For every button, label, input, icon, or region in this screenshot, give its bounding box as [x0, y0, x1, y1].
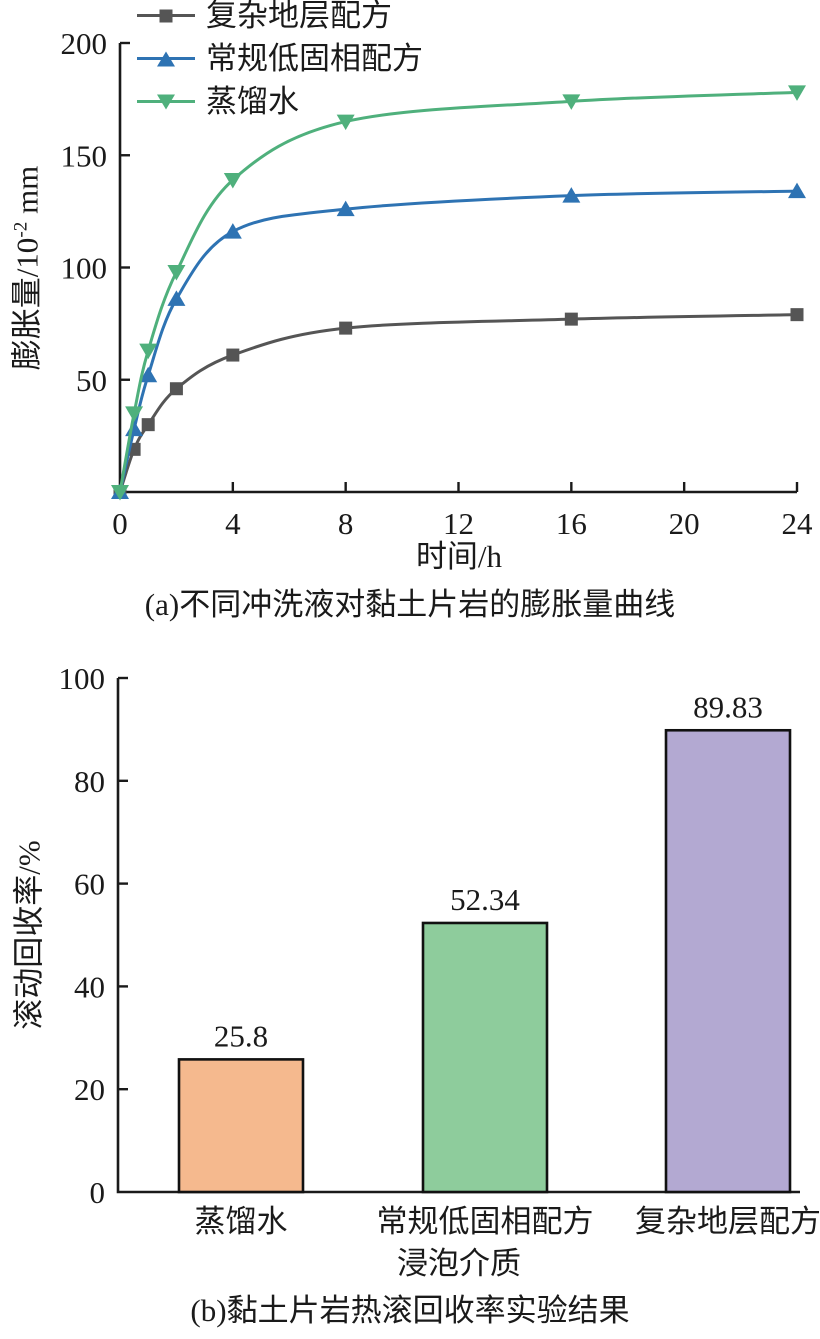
triangle-up-marker-icon: [157, 51, 175, 66]
bar-0-value-label: 25.8: [214, 1018, 268, 1053]
y-axis-title: 膨胀量/10-2 mm: [9, 165, 45, 371]
recovery-bar-chart: 0 20 40 60 80 100 25.8 蒸馏水 52.34 常规低固相配方 89.83 复杂地层…: [0, 660, 820, 1339]
series-2-marker: [336, 114, 355, 131]
y-axis-title-exponent: -2: [10, 221, 32, 238]
series-1-marker: [139, 366, 158, 383]
legend-item-distilled-water: 蒸馏水: [137, 80, 423, 123]
series-0-marker: [339, 321, 353, 335]
bar-0: [177, 1058, 305, 1194]
legend-label: 复杂地层配方: [206, 0, 392, 33]
series-2-line: [118, 90, 799, 494]
bar-2: [664, 728, 792, 1194]
legend-line-swatch: [137, 94, 195, 109]
axis-lines: [116, 678, 800, 1194]
y-axis-title: 滚动回收率/%: [11, 840, 47, 1030]
x-axis-title: 时间/h: [415, 539, 503, 574]
series-1-marker: [788, 182, 806, 199]
y-axis-tick-label: 0: [90, 1175, 106, 1210]
x-axis-tick-label: 0: [112, 506, 128, 541]
square-marker-icon: [159, 9, 173, 22]
bar-0-category-label: 蒸馏水: [195, 1204, 288, 1239]
triangle-down-marker-icon: [157, 94, 175, 109]
line-chart-canvas: 50 100 150 200 0 4 8 12 16 20 24: [61, 26, 814, 541]
bar-2-value-label: 89.83: [693, 689, 763, 724]
series-2-marker: [167, 264, 186, 281]
series-2-marker: [562, 94, 581, 110]
bar-1-value-label: 52.34: [450, 882, 520, 917]
y-axis-tick-label: 60: [74, 867, 105, 902]
series-1-marker: [562, 187, 581, 203]
legend-label: 常规低固相配方: [206, 41, 423, 76]
caption-a: (a)不同冲洗液对黏土片岩的膨胀量曲线: [144, 587, 676, 622]
legend-line-swatch: [137, 51, 195, 66]
x-axis-tick-label: 12: [443, 506, 474, 541]
y-axis-title-text: 膨胀量/10: [9, 237, 45, 371]
x-axis-tick-label: 8: [338, 506, 354, 541]
series-0-marker: [564, 312, 578, 326]
series-1-marker: [167, 290, 186, 306]
legend-item-low-solid-formula: 常规低固相配方: [137, 37, 423, 80]
bar-1: [421, 921, 549, 1194]
series-2-marker: [139, 343, 158, 360]
x-axis-tick-label: 24: [782, 506, 814, 541]
series-1-marker: [336, 200, 355, 217]
bar-1-category-label: 常规低固相配方: [377, 1204, 594, 1239]
y-axis-tick-label: 150: [61, 138, 108, 173]
series-2-marker: [111, 485, 129, 501]
series-0-marker: [141, 418, 155, 432]
series-2-marker: [788, 85, 806, 101]
series-2-marker: [223, 172, 242, 189]
series-2-marker: [125, 406, 144, 422]
series-0-marker: [169, 382, 183, 396]
bar-chart-canvas: 0 20 40 60 80 100 25.8 蒸馏水 52.34 常规低固相配方 89.83 复杂地层…: [59, 661, 820, 1239]
y-axis-tick-label: 50: [76, 363, 107, 398]
series-0-marker: [226, 348, 240, 362]
y-axis-tick-label: 200: [61, 26, 108, 61]
expansion-line-chart: 50 100 150 200 0 4 8 12 16 20 24 复杂地层配方 常规低固相配方 蒸馏…: [0, 0, 820, 660]
x-axis-title: 浸泡介质: [397, 1246, 521, 1281]
legend-item-complex-formula: 复杂地层配方: [137, 0, 423, 37]
series-0-line: [118, 313, 799, 494]
y-axis-tick-label: 40: [74, 969, 105, 1004]
y-axis-tick-label: 80: [74, 764, 105, 799]
series-0-marker: [790, 308, 804, 322]
x-axis-tick-label: 4: [225, 506, 241, 541]
x-axis-tick-label: 20: [669, 506, 700, 541]
y-axis-title-unit: mm: [9, 165, 45, 222]
series-1-marker: [223, 223, 242, 239]
legend-line-swatch: [137, 9, 195, 22]
y-axis-tick-label: 20: [74, 1072, 105, 1107]
series-1-line: [118, 189, 799, 494]
series-1-marker: [125, 420, 144, 437]
y-axis-tick-label: 100: [61, 251, 108, 286]
caption-b: (b)黏土片岩热滚回收率实验结果: [190, 1293, 630, 1328]
legend-label: 蒸馏水: [206, 84, 299, 119]
legend: 复杂地层配方 常规低固相配方 蒸馏水: [137, 0, 423, 123]
x-axis-tick-label: 16: [556, 506, 587, 541]
y-axis-tick-label: 100: [59, 661, 106, 696]
bar-2-category-label: 复杂地层配方: [635, 1204, 820, 1239]
